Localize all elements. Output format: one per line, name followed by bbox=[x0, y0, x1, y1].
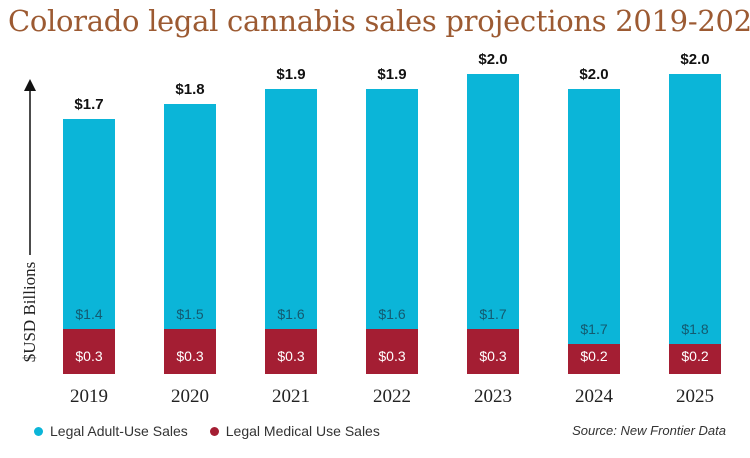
bar-medical-2023 bbox=[467, 329, 519, 374]
chart-title: Colorado legal cannabis sales projection… bbox=[8, 4, 750, 38]
data-label-medical-2022: $0.3 bbox=[378, 348, 405, 364]
data-label-medical-2020: $0.3 bbox=[176, 348, 203, 364]
data-label-medical-2021: $0.3 bbox=[277, 348, 304, 364]
data-label-adult-use-2019: $1.4 bbox=[75, 306, 102, 322]
total-label-2025: $2.0 bbox=[680, 51, 709, 68]
data-label-medical-2023: $0.3 bbox=[479, 348, 506, 364]
x-tick-label-2023: 2023 bbox=[474, 386, 512, 407]
bar-medical-2021 bbox=[265, 329, 317, 374]
data-label-medical-2025: $0.2 bbox=[681, 348, 708, 364]
bar-adult-use-2023 bbox=[467, 74, 519, 329]
data-label-adult-use-2025: $1.8 bbox=[681, 321, 708, 337]
bar-medical-2022 bbox=[366, 329, 418, 374]
legend: Legal Adult-Use Sales Legal Medical Use … bbox=[34, 421, 402, 441]
x-tick-label-2024: 2024 bbox=[575, 386, 614, 407]
bar-medical-2024 bbox=[568, 344, 620, 374]
data-label-adult-use-2022: $1.6 bbox=[378, 306, 405, 322]
legend-label-medical-use: Legal Medical Use Sales bbox=[225, 423, 380, 439]
x-tick-label-2022: 2022 bbox=[373, 386, 411, 407]
data-label-medical-2019: $0.3 bbox=[75, 348, 102, 364]
legend-item-adult-use: Legal Adult-Use Sales bbox=[34, 423, 188, 439]
legend-swatch-medical-use bbox=[209, 426, 219, 436]
total-label-2024: $2.0 bbox=[579, 66, 608, 83]
bar-adult-use-2020 bbox=[164, 104, 216, 329]
legend-label-adult-use: Legal Adult-Use Sales bbox=[50, 423, 188, 439]
total-label-2020: $1.8 bbox=[175, 81, 204, 98]
bar-adult-use-2021 bbox=[265, 89, 317, 329]
legend-swatch-adult-use bbox=[34, 426, 43, 436]
x-tick-label-2020: 2020 bbox=[171, 386, 209, 407]
bar-medical-2025 bbox=[669, 344, 721, 374]
data-label-adult-use-2024: $1.7 bbox=[580, 321, 607, 337]
legend-item-medical-use: Legal Medical Use Sales bbox=[209, 423, 380, 439]
x-tick-label-2021: 2021 bbox=[272, 386, 310, 407]
source-note: Source: New Frontier Data bbox=[572, 423, 726, 438]
bar-adult-use-2019 bbox=[63, 119, 115, 329]
data-label-adult-use-2020: $1.5 bbox=[176, 306, 203, 322]
total-label-2021: $1.9 bbox=[276, 66, 305, 83]
bar-medical-2019 bbox=[63, 329, 115, 374]
x-tick-label-2025: 2025 bbox=[676, 386, 714, 407]
total-label-2022: $1.9 bbox=[377, 66, 406, 83]
total-label-2023: $2.0 bbox=[478, 51, 507, 68]
total-label-2019: $1.7 bbox=[74, 96, 103, 113]
data-label-adult-use-2021: $1.6 bbox=[277, 306, 304, 322]
bar-adult-use-2025 bbox=[669, 74, 721, 344]
data-label-adult-use-2023: $1.7 bbox=[479, 306, 506, 322]
data-label-medical-2024: $0.2 bbox=[580, 348, 607, 364]
bar-medical-2020 bbox=[164, 329, 216, 374]
x-tick-label-2019: 2019 bbox=[70, 386, 108, 407]
bar-adult-use-2024 bbox=[568, 89, 620, 344]
bar-adult-use-2022 bbox=[366, 89, 418, 329]
